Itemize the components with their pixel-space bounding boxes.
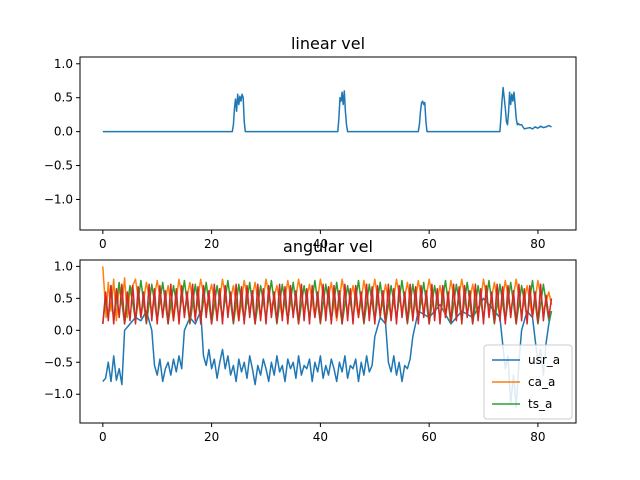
- angular-vel-lines: [102, 266, 553, 408]
- legend-label-usr_a: usr_a: [528, 353, 560, 367]
- angular-vel-ytick-label: 0.0: [54, 323, 73, 337]
- linear-vel-ytick-label: 0.5: [54, 91, 73, 105]
- angular-vel-ytick-label: −1.0: [44, 387, 73, 401]
- angular-vel-ytick-label: 0.5: [54, 291, 73, 305]
- linear-vel-xtick-label: 20: [204, 237, 219, 251]
- angular-vel-legend: usr_a ca_a ts_a: [483, 344, 573, 420]
- angular-vel-ytick-label: 1.0: [54, 259, 73, 273]
- linear-vel-ytick-label: −1.0: [44, 192, 73, 206]
- angular-vel-title: angular vel: [283, 237, 373, 256]
- linear-vel-xtick-label: 80: [530, 237, 545, 251]
- angular-vel-frame: [79, 259, 577, 424]
- angular-vel-xtick-label: 40: [313, 430, 328, 444]
- linear-vel-xtick-label: 60: [422, 237, 437, 251]
- legend-label-ts_a: ts_a: [528, 397, 552, 411]
- linear-vel-ytick-label: 0.0: [54, 125, 73, 139]
- angular-vel-ticks: 0 20 40 60 80 −1.0 −0.5 0.0 0.5 1.0: [44, 259, 546, 444]
- legend-box: [483, 344, 573, 420]
- legend-label-ca_a: ca_a: [528, 375, 555, 389]
- linear-vel-lines: [102, 86, 552, 133]
- linear-vel-ytick-label: −0.5: [44, 159, 73, 173]
- linear-vel-ticks: 0 20 40 60 80 −1.0 −0.5 0.0 0.5 1.0: [44, 57, 546, 251]
- linear-vel-axes: linear vel 0 20 40 60 80 −1.0 −0.5 0.0 0.5 1.0: [44, 34, 577, 251]
- linear-vel-series-line-0: [102, 86, 552, 133]
- angular-vel-xtick-label: 80: [530, 430, 545, 444]
- angular-vel-axes: 0 20 40 60 80 −1.0 −0.5 0.0 0.5 1.0 angular vel u…: [44, 237, 577, 444]
- angular-vel-series-line-3: [102, 283, 553, 325]
- angular-vel-ytick-label: −0.5: [44, 355, 73, 369]
- angular-vel-xtick-label: 0: [99, 430, 107, 444]
- angular-vel-xtick-label: 20: [204, 430, 219, 444]
- linear-vel-xtick-label: 40: [313, 237, 328, 251]
- linear-vel-frame: [79, 56, 577, 231]
- angular-vel-series-usr_a: [102, 297, 553, 408]
- linear-vel-ytick-label: 1.0: [54, 57, 73, 71]
- linear-vel-title: linear vel: [291, 34, 365, 53]
- linear-vel-xtick-label: 0: [99, 237, 107, 251]
- angular-vel-xtick-label: 60: [422, 430, 437, 444]
